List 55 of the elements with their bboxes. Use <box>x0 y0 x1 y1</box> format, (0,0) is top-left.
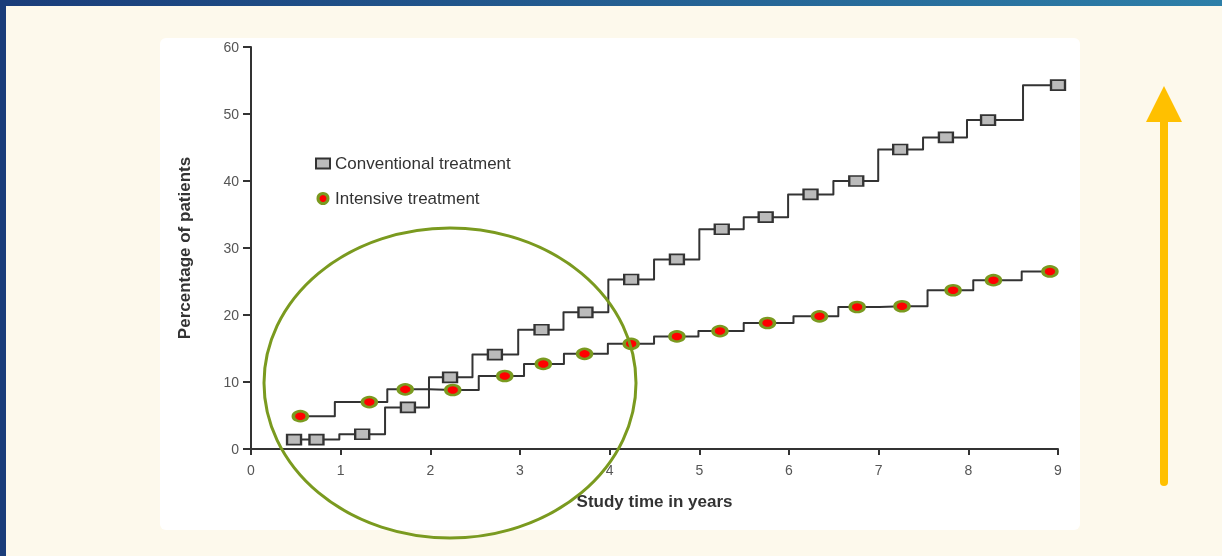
point <box>534 357 552 371</box>
point <box>984 273 1002 287</box>
legend-label: Conventional treatment <box>335 154 512 173</box>
point <box>1041 264 1059 278</box>
y-tick-label: 10 <box>223 374 240 390</box>
point <box>308 433 325 446</box>
point <box>1050 79 1066 92</box>
point <box>396 382 414 396</box>
x-tick-label: 8 <box>964 462 973 478</box>
point <box>802 188 819 201</box>
point <box>711 324 729 338</box>
x-tick-label: 2 <box>426 462 435 478</box>
point <box>668 329 686 343</box>
point <box>848 175 865 187</box>
point <box>286 433 303 446</box>
x-tick-label: 7 <box>874 462 883 478</box>
point <box>713 223 730 236</box>
y-tick-label: 30 <box>223 240 240 256</box>
point <box>360 395 378 409</box>
legend-label: Intensive treatment <box>335 189 480 208</box>
y-tick-label: 20 <box>223 307 240 323</box>
x-tick-label: 6 <box>785 462 794 478</box>
point <box>577 306 594 319</box>
x-tick-label: 1 <box>336 462 345 478</box>
point <box>291 409 309 423</box>
y-tick-label: 40 <box>223 173 240 189</box>
x-axis-title: Study time in years <box>576 492 733 511</box>
point <box>893 299 911 313</box>
point <box>944 283 962 297</box>
y-tick-label: 60 <box>223 39 240 55</box>
point <box>496 369 514 383</box>
y-tick-label: 50 <box>223 106 240 122</box>
point <box>668 253 685 266</box>
point <box>399 401 416 414</box>
point <box>811 309 828 323</box>
point <box>757 211 774 224</box>
point <box>354 428 371 441</box>
y-axis-title: Percentage of patients <box>175 156 194 340</box>
point <box>980 114 997 127</box>
x-tick-label: 3 <box>516 462 525 478</box>
point <box>576 347 594 361</box>
point <box>848 300 866 314</box>
point <box>444 383 462 397</box>
point <box>486 348 503 361</box>
point <box>533 323 550 336</box>
x-tick-label: 4 <box>605 462 614 478</box>
point <box>623 273 640 286</box>
x-tick-label: 0 <box>247 462 256 478</box>
point <box>892 143 909 156</box>
x-tick-label: 5 <box>695 462 704 478</box>
y-tick-label: 0 <box>231 441 240 457</box>
point <box>758 316 776 330</box>
point <box>937 131 954 144</box>
x-tick-label: 9 <box>1054 462 1063 478</box>
point <box>442 371 459 384</box>
